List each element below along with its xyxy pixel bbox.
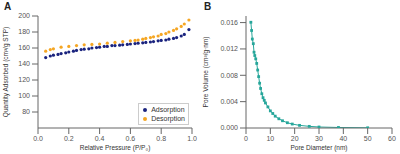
html-text:Adsorption: Adsorption: [151, 106, 185, 113]
svg-text:Relative Pressure (P/P₀): Relative Pressure (P/P₀): [80, 144, 151, 152]
svg-text:0.008: 0.008: [220, 72, 238, 79]
svg-text:0.0: 0.0: [33, 135, 43, 142]
svg-text:0.2: 0.2: [64, 135, 74, 142]
svg-text:0.016: 0.016: [220, 19, 238, 26]
svg-text:0.004: 0.004: [220, 98, 238, 105]
html-text:B: B: [204, 1, 212, 12]
svg-text:0.4: 0.4: [95, 135, 105, 142]
svg-text:180: 180: [18, 28, 30, 35]
svg-text:200: 200: [18, 12, 30, 19]
svg-text:0.000: 0.000: [220, 124, 238, 131]
svg-text:120: 120: [18, 76, 30, 83]
svg-text:20: 20: [291, 135, 299, 142]
svg-text:40: 40: [339, 135, 347, 142]
html-text:Desorption: Desorption: [151, 115, 185, 122]
svg-text:50: 50: [364, 135, 372, 142]
svg-text:140: 140: [18, 60, 30, 67]
svg-text:Pore Diameter (nm): Pore Diameter (nm): [290, 144, 347, 152]
svg-text:60: 60: [388, 135, 392, 142]
svg-text:1.0: 1.0: [187, 135, 197, 142]
html-text:A: A: [4, 1, 12, 12]
svg-text:0.8: 0.8: [156, 135, 166, 142]
svg-text:80: 80: [22, 108, 30, 115]
svg-text:0.6: 0.6: [126, 135, 136, 142]
svg-text:160: 160: [18, 44, 30, 51]
svg-text:Pore Volume (cm³/g·nm): Pore Volume (cm³/g·nm): [202, 37, 210, 108]
svg-text:100: 100: [18, 92, 30, 99]
svg-text:30: 30: [315, 135, 323, 142]
svg-text:0: 0: [244, 135, 248, 142]
svg-text:10: 10: [266, 135, 274, 142]
svg-text:Quantity Adsorbed (cm³/g STP): Quantity Adsorbed (cm³/g STP): [8, 27, 10, 117]
svg-text:0.012: 0.012: [220, 45, 238, 52]
